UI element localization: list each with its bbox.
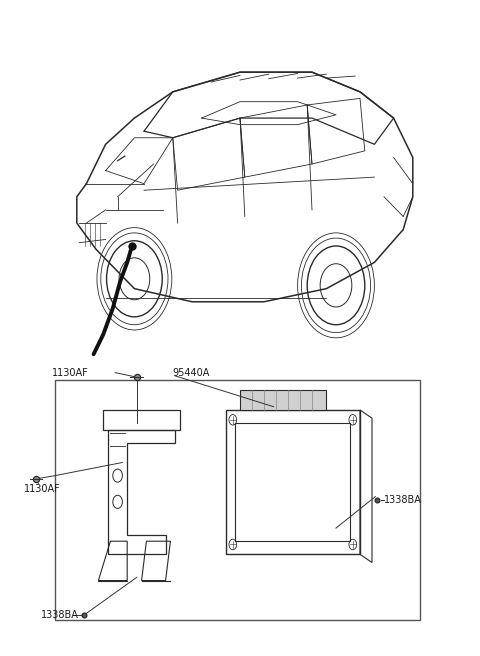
Bar (55, 380, 420, 620)
Text: 1338BA: 1338BA (41, 610, 79, 621)
Text: 1338BA: 1338BA (384, 495, 422, 505)
Text: 1130AF: 1130AF (24, 483, 61, 494)
Text: 95440A: 95440A (173, 367, 210, 378)
Bar (226, 410, 360, 554)
Bar (235, 423, 350, 541)
Text: 1130AF: 1130AF (52, 367, 89, 378)
Bar (240, 390, 326, 410)
